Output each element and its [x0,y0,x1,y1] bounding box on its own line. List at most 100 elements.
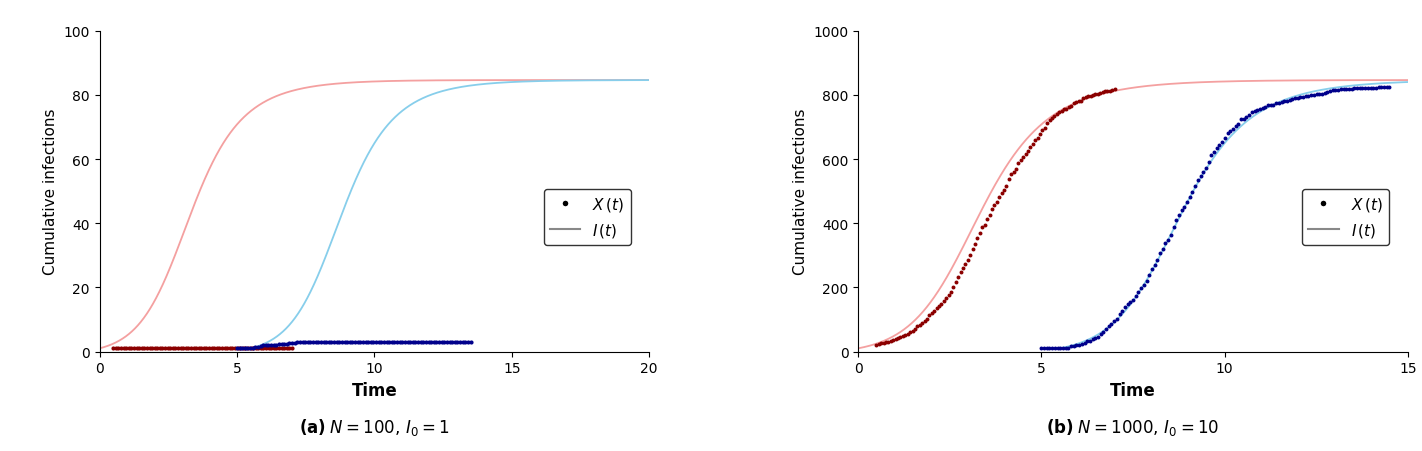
Point [156,345,179,352]
Point [1219,128,1241,135]
Point [398,339,421,346]
Point [1206,146,1229,153]
Point [1210,139,1233,147]
Point [1369,85,1392,92]
Y-axis label: Cumulative infections: Cumulative infections [792,109,808,275]
Point [1044,345,1066,352]
Point [1372,85,1395,92]
Point [1111,307,1133,314]
Point [233,345,256,352]
Point [1105,315,1128,322]
Point [307,339,330,346]
Point [119,345,142,352]
Point [195,345,218,352]
Point [375,339,398,346]
Point [320,339,343,346]
Point [1294,94,1317,101]
Point [1035,120,1058,127]
Point [260,342,283,349]
Point [1146,257,1169,264]
Point [973,222,995,229]
Point [1059,343,1082,350]
Point [459,339,482,346]
Point [415,339,438,346]
Point [417,339,439,346]
Point [112,345,135,352]
Point [232,345,255,352]
Point [289,339,311,346]
Point [273,345,296,352]
Point [280,340,303,347]
Point [1003,169,1025,176]
Point [280,345,303,352]
Point [941,284,964,291]
Point [1263,102,1285,109]
Point [1084,91,1106,98]
Point [1330,87,1352,94]
Point [1278,97,1301,104]
Point [1348,86,1371,93]
Point [236,345,259,352]
Text: $\mathbf{(b)}$$\;$$N = 1000,\, I_0 = 10$: $\mathbf{(b)}$$\;$$N = 1000,\, I_0 = 10$ [1047,416,1220,437]
Point [360,339,383,346]
Point [1049,345,1072,352]
Point [1030,345,1052,352]
Point [367,339,390,346]
Point [159,345,182,352]
Point [245,344,267,351]
Point [141,345,164,352]
Point [916,315,939,322]
Point [276,345,299,352]
Point [166,345,189,352]
Point [913,318,936,325]
Point [1368,85,1391,92]
Point [1143,262,1166,269]
Point [213,345,236,352]
Point [1135,277,1158,285]
Point [1058,104,1081,111]
Point [191,345,213,352]
Point [354,339,377,346]
Point [1089,90,1112,97]
Point [985,199,1008,206]
Point [239,345,262,352]
Point [951,264,974,272]
Point [1065,99,1088,106]
Point [1045,111,1068,119]
Point [262,341,284,349]
Point [246,343,269,350]
Point [971,224,994,231]
Point [242,345,264,352]
Point [1041,115,1064,122]
Point [338,339,361,346]
Legend: $X\,(t)$, $I\,(t)$: $X\,(t)$, $I\,(t)$ [543,189,630,245]
Point [148,345,171,352]
Point [270,345,293,352]
Point [1007,161,1030,168]
Point [937,291,960,299]
Point [1098,323,1121,330]
Point [1089,331,1112,338]
Point [899,328,921,336]
Point [1327,87,1349,95]
Point [255,345,277,352]
Point [407,339,429,346]
Point [1051,345,1074,352]
Point [419,339,442,346]
Point [1186,176,1209,184]
Point [1240,110,1263,117]
Point [1267,100,1290,107]
Point [226,345,249,352]
Point [1359,85,1382,92]
Point [1362,85,1385,92]
Point [1095,326,1118,333]
Point [975,216,998,223]
Point [1287,95,1310,102]
Point [226,345,249,352]
Point [235,345,257,352]
Point [1357,85,1379,92]
Point [348,339,371,346]
Point [1237,112,1260,119]
Point [230,345,253,352]
Point [1194,165,1217,172]
